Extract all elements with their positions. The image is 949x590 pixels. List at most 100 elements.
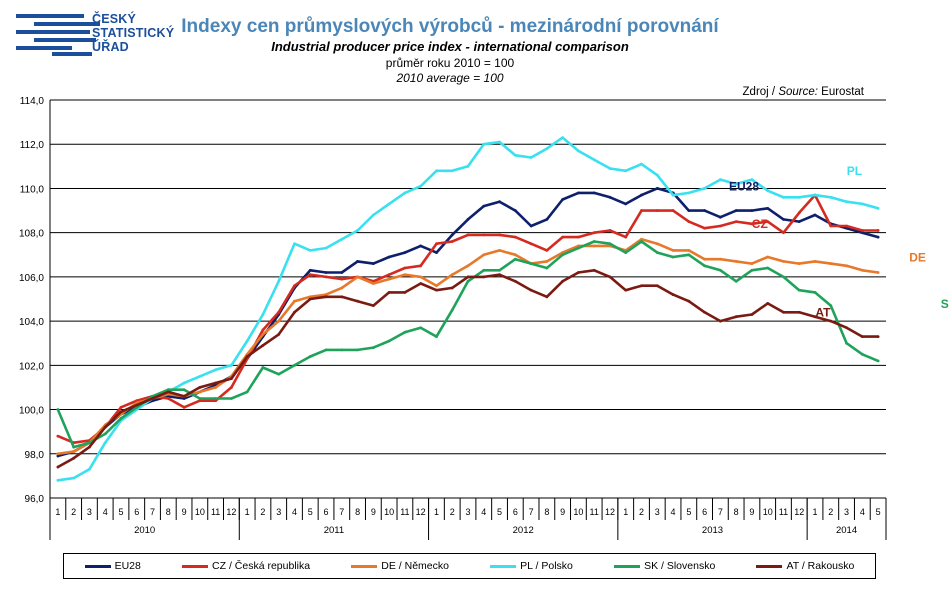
data-point [640, 193, 643, 197]
data-point [766, 255, 770, 259]
data-point [340, 286, 344, 290]
data-point [435, 335, 438, 338]
x-month-label: 12 [794, 507, 804, 517]
data-point [718, 319, 722, 323]
data-point [387, 277, 391, 281]
data-point [308, 248, 312, 252]
data-point [876, 235, 880, 239]
series-line [57, 238, 879, 456]
x-month-label: 10 [763, 507, 773, 517]
data-point [860, 231, 864, 235]
data-point [466, 233, 470, 237]
data-point [435, 169, 438, 173]
data-point [356, 299, 359, 303]
data-point [718, 215, 722, 219]
legend-swatch [351, 564, 378, 568]
data-point [766, 189, 770, 193]
x-month-label: 12 [416, 507, 426, 517]
data-point [324, 348, 328, 352]
data-point [324, 275, 328, 279]
data-point [214, 368, 218, 372]
x-month-label: 1 [813, 507, 818, 517]
data-point [229, 397, 233, 400]
data-point [703, 257, 707, 261]
data-point [703, 226, 707, 230]
x-month-label: 8 [355, 507, 360, 517]
data-point [829, 304, 833, 308]
data-point [545, 248, 549, 252]
data-point [703, 187, 707, 190]
data-point [103, 425, 107, 429]
data-point [293, 310, 296, 314]
data-point [340, 277, 344, 281]
x-month-label: 6 [513, 507, 518, 517]
data-point [671, 293, 675, 296]
data-point [876, 271, 880, 274]
data-point [577, 271, 580, 274]
data-point [860, 352, 864, 356]
data-point [592, 191, 596, 195]
legend-label: EU28 [114, 560, 141, 572]
data-point [261, 313, 265, 316]
data-point [356, 260, 359, 263]
data-point [797, 195, 801, 199]
data-point [88, 445, 91, 449]
data-point [482, 268, 486, 272]
data-point [371, 304, 375, 308]
data-point [845, 226, 848, 230]
data-point [529, 262, 533, 266]
data-point [687, 191, 691, 195]
data-point [308, 268, 312, 272]
y-tick-label: 108,0 [19, 229, 44, 240]
data-point [624, 235, 628, 239]
data-point [845, 341, 848, 345]
data-point [734, 315, 738, 319]
data-point [845, 200, 848, 204]
data-point [482, 253, 486, 257]
x-month-label: 4 [860, 507, 865, 517]
data-point [324, 293, 328, 296]
data-point [561, 235, 565, 239]
data-point [860, 268, 864, 272]
data-point [419, 275, 423, 279]
legend-item: DE / Německo [351, 560, 449, 572]
y-tick-label: 112,0 [20, 140, 45, 151]
data-point [813, 193, 817, 197]
chart-subtitle: Industrial producer price index - intern… [271, 39, 629, 54]
data-point [545, 147, 549, 151]
data-point [72, 450, 76, 453]
data-point [498, 273, 501, 277]
x-year-label: 2011 [324, 525, 344, 536]
data-point [403, 290, 407, 294]
data-point [198, 374, 202, 378]
x-month-label: 1 [434, 507, 439, 517]
data-point [293, 284, 296, 288]
y-tick-label: 102,0 [19, 361, 44, 372]
data-point [166, 397, 170, 400]
y-tick-label: 98,0 [25, 450, 45, 461]
data-point [687, 299, 691, 303]
data-point [734, 182, 738, 186]
x-month-label: 1 [623, 507, 628, 517]
data-point [577, 191, 580, 195]
data-point [103, 441, 107, 445]
data-point [56, 408, 60, 411]
data-point [718, 257, 722, 261]
data-point [198, 390, 202, 394]
data-point [813, 213, 817, 217]
data-point [435, 251, 438, 254]
data-point [450, 233, 454, 237]
data-point [466, 264, 470, 268]
data-point [529, 288, 533, 292]
data-point [419, 326, 423, 330]
data-point [482, 142, 486, 146]
data-point [703, 209, 707, 212]
data-point [577, 246, 580, 250]
series-line [56, 240, 879, 449]
data-point [135, 403, 139, 407]
data-point [403, 251, 407, 254]
source-name: Eurostat [817, 86, 864, 98]
series-label: EU28 [729, 180, 759, 194]
data-point [466, 218, 470, 221]
x-month-label: 10 [573, 507, 583, 517]
